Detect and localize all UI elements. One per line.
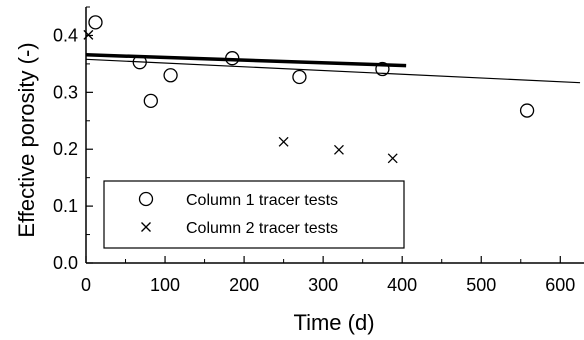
y-tick-label: 0.1 [53, 196, 78, 216]
x-tick-label: 100 [150, 275, 180, 295]
legend-marker-cross [141, 222, 151, 232]
legend-box [103, 180, 405, 249]
cross-stroke [83, 29, 94, 40]
data-point-column-1 [225, 51, 240, 66]
data-point-column-2 [278, 136, 289, 147]
data-point-column-2 [333, 144, 344, 155]
legend-label: Column 2 tracer tests [186, 220, 338, 237]
cross-stroke [141, 222, 151, 232]
plot-area: 0.0 0.1 0.2 0.3 0.4 0 100 200 300 400 500 600 [53, 6, 584, 295]
y-tick-label: 0.3 [53, 82, 78, 102]
data-point-column-1 [143, 93, 158, 109]
y-tick-label: 0.2 [53, 139, 78, 159]
x-tick-label: 300 [308, 275, 338, 295]
x-tick-label: 500 [466, 275, 496, 295]
legend: Column 1 tracer tests Column 2 tracer tes… [103, 180, 405, 249]
cross-stroke [333, 144, 344, 155]
legend-marker-circle [138, 191, 154, 207]
data-point-column-1 [375, 61, 390, 77]
y-axis-title: Effective porosity (-) [14, 42, 39, 237]
x-tick-label: 200 [229, 275, 259, 295]
trend-line-thin [85, 58, 581, 84]
legend-label: Column 1 tracer tests [186, 192, 338, 209]
data-point-column-2 [387, 153, 398, 164]
trend-line-thick [85, 53, 407, 68]
data-point-column-1 [163, 68, 178, 83]
cross-stroke [387, 153, 398, 164]
x-axis-title: Time (d) [293, 310, 374, 335]
x-tick-label: 0 [81, 275, 91, 295]
data-point-column-1 [132, 55, 147, 70]
data-point-column-1 [519, 103, 535, 118]
x-tick-label: 400 [387, 275, 417, 295]
data-point-column-1 [292, 69, 307, 85]
cross-stroke [278, 136, 289, 147]
data-point-column-1 [88, 15, 103, 30]
data-point-column-2 [83, 29, 94, 40]
x-tick-label: 600 [545, 275, 575, 295]
y-tick-label: 0.0 [53, 253, 78, 273]
y-tick-label: 0.4 [53, 25, 78, 45]
